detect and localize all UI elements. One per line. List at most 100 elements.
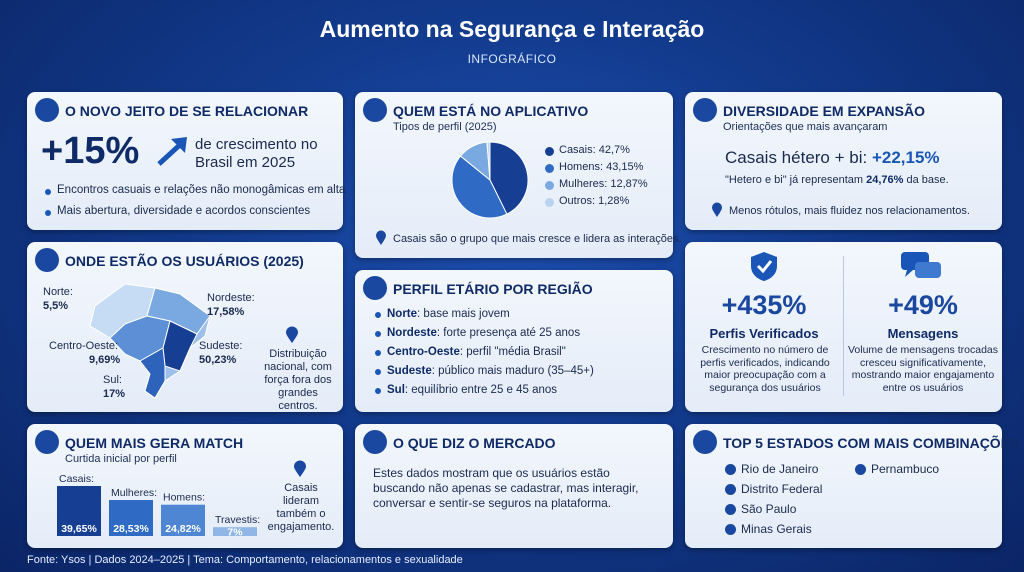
shape (905, 270, 913, 277)
description: : perfil "média Brasil" (459, 346, 566, 358)
page-title: Aumento na Segurança e Interação (319, 16, 705, 42)
shield-icon (751, 252, 777, 281)
bar (161, 504, 205, 536)
bullet (375, 369, 381, 375)
shape (294, 460, 306, 477)
detail-value: 24,76% (866, 174, 904, 186)
pie-chart (451, 141, 529, 219)
medal-icon (725, 524, 736, 535)
card-subtitle: Tipos de perfil (2025) (393, 121, 497, 133)
headline: Casais hétero + bi: +22,15% (725, 148, 940, 168)
legend-swatch (545, 164, 554, 173)
footer: Fonte: Ysos | Dados 2024–2025 | Tema: Co… (27, 554, 463, 566)
description: : público mais maduro (35–45+) (431, 365, 594, 377)
bullet (375, 312, 381, 318)
region-value: 17,58% (207, 306, 245, 318)
divider (843, 256, 844, 396)
shape (139, 347, 166, 399)
bullet (45, 189, 51, 195)
bar-category: Casais: (59, 473, 94, 485)
legend-swatch (545, 181, 554, 190)
detail-text: da base. (906, 174, 949, 186)
legend-label: Outros: 1,28% (559, 195, 630, 207)
icon (693, 98, 717, 122)
note: Menos rótulos, mais fluidez nos relacion… (729, 205, 970, 217)
region: Norte (387, 308, 418, 320)
bullet-text: Encontros casuais e relações não monogâm… (57, 184, 346, 196)
brazil-map (89, 283, 211, 399)
big-number: +15% (41, 130, 140, 172)
chat-icon (901, 252, 941, 278)
states-list: Rio de Janeiro Distrito Federal São Paulo M… (725, 462, 995, 546)
pie-legend: Casais: 42,7% Homens: 43,15% Mulheres: 12,… (545, 144, 670, 214)
bullet (375, 388, 381, 394)
shape (376, 230, 386, 245)
shape (712, 202, 722, 217)
arrow-icon (157, 137, 187, 166)
legend-swatch (545, 198, 554, 207)
list-item: Sul: equilíbrio entre 25 e 45 anos (375, 384, 557, 396)
medal-icon (725, 464, 736, 475)
bar-value-label: 7% (227, 527, 243, 539)
legend-label: Casais: 42,7% (559, 144, 630, 156)
bar-category: Homens: (163, 492, 205, 504)
stat-label: Mensagens (887, 326, 959, 341)
card-title: O NOVO JEITO DE SE RELACIONAR (65, 103, 309, 119)
medal-icon (855, 464, 866, 475)
card-title: O QUE DIZ O MERCADO (393, 435, 556, 451)
list-item: Nordeste: forte presença até 25 anos (375, 327, 580, 339)
card-title: ONDE ESTÃO OS USUÁRIOS (2025) (65, 253, 304, 269)
card-subtitle: Orientações que mais avançaram (723, 121, 888, 133)
description: : base mais jovem (417, 308, 510, 320)
stat-text: Crescimento no número de perfis verifica… (700, 344, 830, 394)
card-mercado: O QUE DIZ O MERCADO Estes dados mostram … (355, 424, 673, 548)
state-name: Pernambuco (871, 462, 940, 476)
region-value: 5,5% (43, 300, 69, 312)
region-name: Nordeste: (207, 292, 255, 304)
icon (363, 98, 387, 122)
card-top5: TOP 5 ESTADOS COM MAIS COMBINAÇÕES Rio d… (685, 424, 1019, 548)
card-usuarios: ONDE ESTÃO OS USUÁRIOS (2025) Norte: 5,5… (27, 242, 343, 412)
big-text: de crescimento no Brasil em 2025 (195, 136, 318, 171)
card-match: QUEM MAIS GERA MATCH Curtida inicial por… (27, 424, 343, 548)
icon (363, 276, 387, 300)
pie-slice (486, 141, 491, 181)
body-text: Estes dados mostram que os usuários estã… (373, 466, 639, 510)
note: Casais são o grupo que mais cresce e lid… (393, 233, 682, 245)
region: Sudeste (387, 365, 432, 377)
card-title: QUEM MAIS GERA MATCH (65, 435, 244, 451)
description: : equilíbrio entre 25 e 45 anos (404, 384, 558, 396)
card-aplicativo: QUEM ESTÁ NO APLICATIVO Tipos de perfil … (355, 92, 682, 258)
state-name: Rio de Janeiro (741, 462, 819, 476)
region-value: 9,69% (89, 354, 121, 366)
region: Centro-Oeste (387, 346, 460, 358)
region: Nordeste (387, 327, 437, 339)
shape (171, 137, 187, 153)
bar-value-label: 39,65% (61, 523, 97, 535)
headline-text: Casais hétero + bi: (725, 148, 868, 167)
shape (751, 252, 777, 281)
card-perfil-etario: PERFIL ETÁRIO POR REGIÃO Norte: base mai… (355, 270, 673, 412)
region-name: Sul: (103, 374, 122, 386)
pin-icon (376, 230, 386, 245)
stat-value: +49% (888, 290, 958, 320)
region-name: Sudeste: (199, 340, 243, 352)
pin-icon (294, 460, 306, 477)
bar (109, 500, 153, 536)
detail-text: "Hetero e bi" já representam (725, 174, 864, 186)
bar-category: Travestis: (215, 514, 260, 526)
region-value: 17% (103, 388, 126, 400)
shape (286, 326, 298, 343)
card-title: PERFIL ETÁRIO POR REGIÃO (393, 281, 593, 297)
icon (35, 98, 59, 122)
note: Casais lideram também o engajamento. (267, 482, 335, 533)
medal-icon (725, 484, 736, 495)
stat-value: +435% (721, 290, 807, 320)
pie-slice (451, 155, 508, 219)
bar (213, 527, 257, 536)
state-name: Distrito Federal (741, 482, 823, 496)
bullet-text: Mais abertura, diversidade e acordos con… (57, 205, 311, 217)
card-title: QUEM ESTÁ NO APLICATIVO (393, 103, 589, 119)
region-value: 50,23% (199, 354, 237, 366)
